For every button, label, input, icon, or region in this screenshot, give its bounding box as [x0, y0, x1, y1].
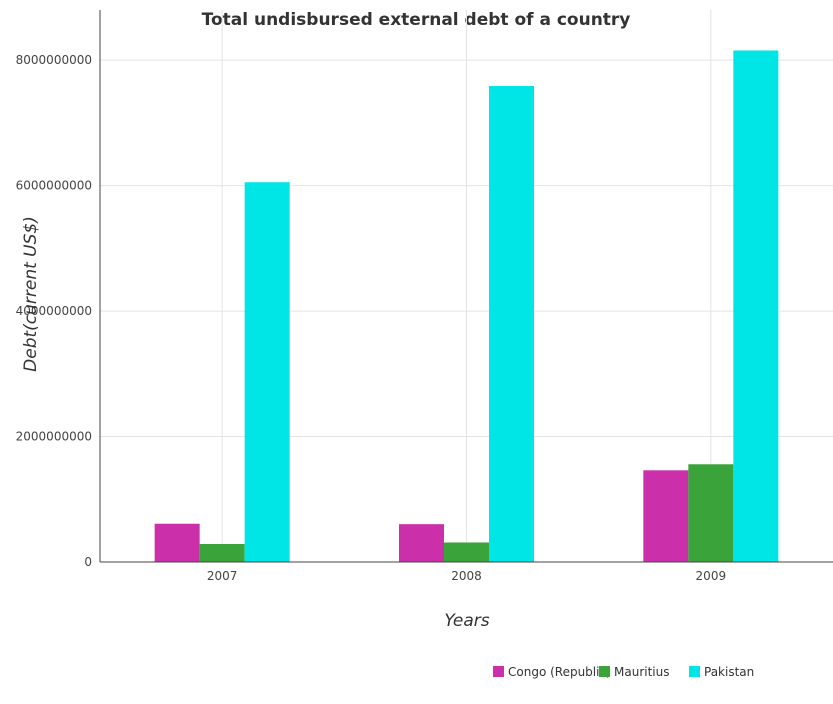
legend-label: Pakistan — [704, 665, 754, 679]
y-tick-label: 2000000000 — [16, 430, 92, 444]
y-tick-labels: 0 2000000000 4000000000 6000000000 800000000… — [16, 53, 92, 569]
y-axis-label: Debt(current US$) — [21, 216, 41, 372]
bar-congo-republic-2008 — [399, 524, 444, 562]
axes — [99, 10, 833, 563]
bar-pakistan-2008 — [489, 86, 534, 562]
bar-mauritius-2009 — [688, 464, 734, 562]
bar-congo-republic-2007 — [154, 523, 200, 562]
chart-title: Total undisbursed external debt of a cou… — [202, 10, 631, 30]
bar-congo-republic-2009 — [643, 470, 689, 562]
y-tick-label: 8000000000 — [16, 53, 92, 67]
legend-label: Mauritius — [614, 665, 669, 679]
y-tick-label: 4000000000 — [16, 304, 92, 318]
bar-pakistan-2007 — [244, 182, 290, 562]
legend-swatch — [689, 666, 700, 677]
bar-mauritius-2008 — [444, 542, 489, 562]
x-tick-labels: 2007 2008 2009 — [207, 569, 726, 583]
bars — [154, 50, 779, 562]
legend: Congo (Republic) Mauritius Pakistan — [493, 665, 754, 679]
x-axis-label: Years — [444, 611, 489, 631]
bar-pakistan-2009 — [733, 50, 779, 562]
bar-mauritius-2007 — [199, 543, 245, 562]
y-tick-label: 0 — [84, 555, 92, 569]
x-tick-label: 2008 — [451, 569, 482, 583]
legend-label: Congo (Republic) — [508, 665, 611, 679]
grid-lines — [100, 10, 833, 563]
legend-swatch — [599, 666, 610, 677]
legend-swatch — [493, 666, 504, 677]
y-tick-label: 6000000000 — [16, 179, 92, 193]
x-tick-label: 2009 — [696, 569, 727, 583]
x-tick-label: 2007 — [207, 569, 238, 583]
